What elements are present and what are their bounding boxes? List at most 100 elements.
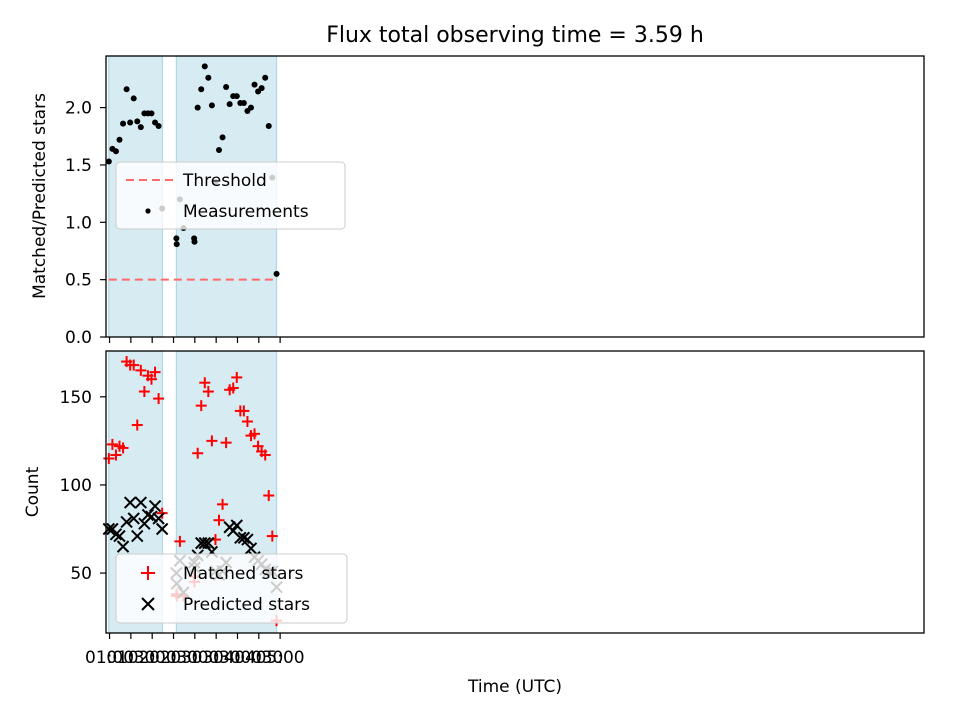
predicted-star-point <box>198 536 211 550</box>
measurement-point <box>240 100 247 107</box>
predicted-star-point <box>109 528 123 541</box>
x-tick-label: 05:00 <box>256 648 305 668</box>
x-tick-label: 04:30 <box>234 648 283 668</box>
bottom-y-ticks: 50 100 150 <box>60 388 106 584</box>
matched-star-point <box>238 405 250 417</box>
x-tick-label: 03:00 <box>170 648 219 668</box>
predicted-star-point <box>127 512 140 525</box>
predicted-star-point <box>155 522 169 536</box>
y-tick-label: 1.5 <box>65 156 92 176</box>
y-tick-label: 0.0 <box>65 328 92 348</box>
x-tick-label: 02:00 <box>128 648 177 668</box>
predicted-star-point <box>237 531 251 545</box>
predicted-star-point <box>141 508 155 522</box>
measurement-point <box>130 95 137 102</box>
matched-star-point <box>149 366 161 378</box>
matched-star-point <box>213 514 225 526</box>
measurement-point <box>205 74 212 81</box>
y-tick-label: 1.0 <box>65 213 92 233</box>
x-tick-label: 03:30 <box>192 648 241 668</box>
predicted-star-point <box>202 536 215 550</box>
top-legend: Threshold Measurements <box>115 161 346 230</box>
measurement-point <box>105 158 112 165</box>
matched-star-point <box>131 419 143 431</box>
measurement-point <box>134 118 141 125</box>
y-tick-label: 2.0 <box>65 99 92 119</box>
measurement-point <box>137 124 144 131</box>
legend-matched-swatch <box>141 566 155 580</box>
matched-star-point <box>220 437 232 449</box>
predicted-star-point <box>116 540 130 553</box>
predicted-star-point <box>102 522 116 536</box>
legend-predicted-label: Predicted stars <box>183 595 310 615</box>
measurement-point <box>208 102 215 109</box>
predicted-star-point <box>148 499 162 513</box>
predicted-star-point <box>131 529 144 543</box>
legend-matched-label: Matched stars <box>183 564 303 584</box>
matched-star-point <box>249 428 261 440</box>
measurement-point <box>219 134 226 141</box>
x-tick-label: 02:30 <box>149 648 198 668</box>
measurement-point <box>148 110 155 117</box>
matched-star-point <box>174 535 186 547</box>
matched-star-point <box>263 490 275 502</box>
measurement-point <box>120 120 127 127</box>
matched-star-point <box>138 386 150 398</box>
predicted-star-point <box>113 529 126 543</box>
matched-star-point <box>117 442 129 454</box>
measurement-point <box>116 136 123 143</box>
predicted-star-point <box>241 533 254 546</box>
x-tick-label: 04:00 <box>213 648 262 668</box>
measurement-point <box>226 101 233 108</box>
legend-measurements-label: Measurements <box>183 202 309 222</box>
matched-star-point <box>135 364 147 376</box>
matched-star-point <box>202 386 214 398</box>
top-x-ticks <box>108 337 281 343</box>
matched-star-point <box>259 449 271 461</box>
bottom-y-axis-label: Count <box>23 466 43 517</box>
measurement-point <box>247 104 254 111</box>
chart-title: Flux total observing time = 3.59 h <box>326 23 704 48</box>
measurement-point <box>194 104 201 111</box>
measurement-point <box>265 122 272 129</box>
legend-measurements-swatch <box>145 208 151 214</box>
matched-star-point <box>227 382 239 394</box>
predicted-star-point <box>145 510 158 523</box>
measurement-point <box>127 119 134 126</box>
measurement-point <box>258 85 265 92</box>
predicted-star-point <box>134 496 148 509</box>
predicted-star-point <box>123 496 137 509</box>
y-tick-label: 50 <box>70 564 92 584</box>
measurement-point <box>215 147 222 154</box>
measurement-point <box>262 74 269 81</box>
y-tick-label: 0.5 <box>65 271 92 291</box>
bottom-x-ticks: 01:0001:3002:0002:3003:0003:3004:0004:30… <box>85 633 305 668</box>
measurement-point <box>273 270 280 277</box>
matched-star-point <box>231 371 243 383</box>
measurement-point <box>223 83 230 90</box>
matched-star-point <box>110 449 122 461</box>
ratio-panel: 0.00.51.01.52.0 Matched/Predicted stars … <box>30 55 925 348</box>
measurement-point <box>155 122 162 129</box>
legend-threshold-label: Threshold <box>182 171 267 191</box>
measurement-point <box>201 63 208 70</box>
predicted-star-point <box>152 512 165 525</box>
y-tick-label: 150 <box>60 388 92 408</box>
measurement-point <box>191 238 198 245</box>
top-axes-frame <box>105 55 925 338</box>
matched-star-point <box>206 435 218 447</box>
measurement-point <box>233 93 240 100</box>
measurement-point <box>173 235 180 242</box>
matched-star-point <box>153 393 165 405</box>
legend-predicted-swatch <box>141 597 155 611</box>
matched-star-point <box>192 447 204 459</box>
measurement-point <box>112 148 119 155</box>
predicted-star-point <box>230 519 243 532</box>
matched-star-point <box>241 416 253 427</box>
top-y-axis-label: Matched/Predicted stars <box>30 93 50 299</box>
measurement-point <box>198 86 205 93</box>
matched-star-point <box>195 400 207 412</box>
matched-star-point <box>128 359 140 371</box>
